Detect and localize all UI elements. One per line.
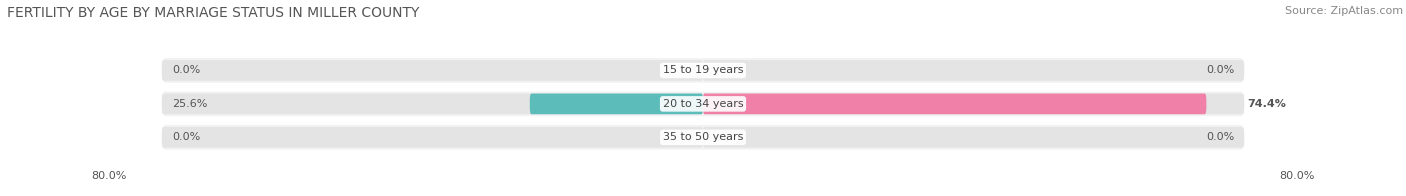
- Text: 0.0%: 0.0%: [172, 65, 200, 75]
- FancyBboxPatch shape: [703, 93, 1206, 114]
- FancyBboxPatch shape: [703, 93, 1244, 114]
- Text: Source: ZipAtlas.com: Source: ZipAtlas.com: [1285, 6, 1403, 16]
- FancyBboxPatch shape: [162, 57, 1244, 84]
- Text: 20 to 34 years: 20 to 34 years: [662, 99, 744, 109]
- FancyBboxPatch shape: [703, 127, 1244, 148]
- Text: FERTILITY BY AGE BY MARRIAGE STATUS IN MILLER COUNTY: FERTILITY BY AGE BY MARRIAGE STATUS IN M…: [7, 6, 419, 20]
- FancyBboxPatch shape: [162, 90, 1244, 118]
- Text: 0.0%: 0.0%: [1206, 65, 1234, 75]
- FancyBboxPatch shape: [530, 93, 703, 114]
- Text: 25.6%: 25.6%: [172, 99, 207, 109]
- Text: 80.0%: 80.0%: [91, 171, 127, 181]
- Text: 74.4%: 74.4%: [1247, 99, 1286, 109]
- FancyBboxPatch shape: [162, 60, 703, 81]
- Text: 0.0%: 0.0%: [1206, 132, 1234, 142]
- Text: 80.0%: 80.0%: [1279, 171, 1315, 181]
- FancyBboxPatch shape: [162, 93, 703, 114]
- FancyBboxPatch shape: [162, 124, 1244, 151]
- FancyBboxPatch shape: [703, 60, 1244, 81]
- Text: 15 to 19 years: 15 to 19 years: [662, 65, 744, 75]
- Text: 35 to 50 years: 35 to 50 years: [662, 132, 744, 142]
- FancyBboxPatch shape: [162, 127, 703, 148]
- Text: 0.0%: 0.0%: [172, 132, 200, 142]
